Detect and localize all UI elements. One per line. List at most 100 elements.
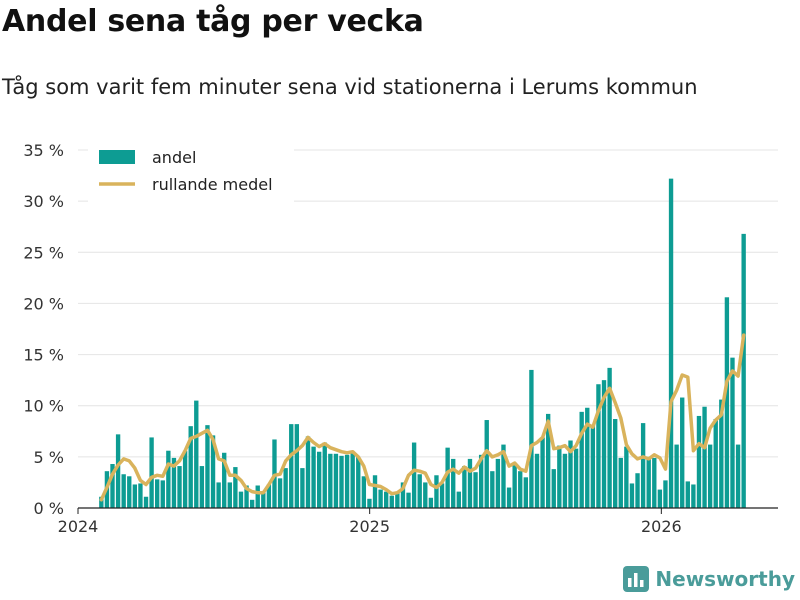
- page-subtitle: Tåg som varit fem minuter sena vid stati…: [2, 75, 698, 99]
- bar-andel: [199, 466, 205, 508]
- legend: andel rullande medel: [88, 140, 294, 204]
- bar-andel: [439, 483, 445, 508]
- bar-andel: [367, 498, 372, 508]
- bar-andel: [115, 434, 121, 508]
- bar-andel: [428, 497, 434, 508]
- y-tick-label: 20 %: [23, 294, 64, 313]
- bar-andel: [182, 450, 188, 508]
- bar-andel: [680, 397, 685, 508]
- bar-andel: [490, 471, 495, 508]
- bar-andel: [316, 451, 322, 508]
- bar-andel: [155, 479, 160, 508]
- bar-andel: [166, 450, 171, 508]
- bar-andel: [613, 419, 618, 508]
- bar-andel: [356, 456, 361, 508]
- bar-andel: [305, 436, 311, 508]
- bar-andel: [434, 475, 439, 508]
- bar-andel: [255, 485, 260, 508]
- bar-andel: [99, 496, 104, 508]
- bar-andel: [283, 468, 288, 508]
- x-tick-label: 2026: [641, 517, 682, 536]
- bar-andel: [238, 491, 244, 508]
- bar-andel: [568, 440, 573, 508]
- bar-andel: [233, 467, 238, 508]
- bar-andel: [663, 480, 668, 508]
- line-series-rullande-medel: [99, 333, 746, 502]
- bar-andel: [585, 407, 590, 508]
- bar-andel: [121, 474, 126, 508]
- bar-andel: [423, 482, 428, 508]
- bar-andel: [216, 482, 221, 508]
- bar-andel: [417, 474, 422, 508]
- bar-andel: [484, 420, 489, 508]
- bar-andel: [289, 424, 294, 508]
- line-rullande-medel: [99, 333, 746, 502]
- bar-andel: [406, 492, 411, 508]
- bar-andel: [640, 423, 646, 508]
- bar-andel: [579, 411, 584, 508]
- x-tick-label: 2025: [349, 517, 390, 536]
- bar-andel: [339, 455, 344, 508]
- bar-andel: [696, 415, 702, 508]
- bar-andel: [445, 447, 450, 508]
- bar-andel: [624, 446, 629, 508]
- bar-andel: [652, 457, 657, 508]
- bar-andel: [194, 400, 199, 508]
- bar-andel: [691, 484, 696, 508]
- bar-andel: [138, 483, 143, 508]
- legend-label-rullande-medel: rullande medel: [152, 175, 273, 194]
- bar-andel: [400, 482, 406, 508]
- bar-andel: [378, 489, 383, 508]
- brand-name: Newsworthy: [655, 567, 795, 591]
- bar-andel: [668, 178, 674, 508]
- bar-andel: [127, 476, 132, 508]
- bar-andel: [328, 453, 333, 508]
- bar-andel: [171, 457, 177, 508]
- bar-andel: [590, 425, 596, 508]
- bar-chart-logo-icon: [623, 566, 650, 592]
- bar-andel: [462, 466, 467, 508]
- bar-andel: [707, 444, 713, 508]
- y-axis-ticks: 0 % 5 % 10 % 15 % 20 % 25 % 30 % 35 %: [23, 141, 64, 518]
- legend-swatch-andel: [99, 150, 135, 164]
- bar-andel: [518, 471, 523, 508]
- newsworthy-brand: Newsworthy: [623, 566, 795, 592]
- bar-andel: [473, 472, 478, 508]
- bar-andel: [227, 482, 232, 508]
- bar-andel: [674, 444, 679, 508]
- bar-andel: [294, 424, 300, 508]
- bar-andel: [188, 426, 193, 508]
- bar-andel: [735, 444, 741, 508]
- bar-andel: [384, 491, 389, 508]
- bar-andel: [266, 484, 272, 508]
- x-tick-label: 2024: [58, 517, 99, 536]
- bar-andel: [344, 454, 350, 508]
- bar-andel: [741, 233, 746, 509]
- legend-label-andel: andel: [152, 148, 196, 167]
- bar-andel: [361, 476, 367, 508]
- bar-andel: [635, 473, 640, 508]
- bar-andel: [350, 451, 355, 508]
- bar-andel: [545, 413, 551, 508]
- bar-andel: [456, 491, 461, 508]
- bar-andel: [724, 297, 730, 508]
- bar-andel: [467, 458, 473, 508]
- bar-andel: [261, 491, 266, 508]
- bar-andel: [702, 406, 707, 508]
- bar-andel: [730, 357, 735, 508]
- bar-andel: [478, 454, 484, 508]
- bar-andel: [601, 380, 607, 508]
- bar-andel: [512, 464, 517, 508]
- bar-andel: [110, 464, 115, 508]
- bar-andel: [277, 478, 283, 508]
- bar-andel: [573, 448, 579, 508]
- bar-andel: [685, 481, 690, 508]
- bar-andel: [551, 469, 556, 508]
- bar-andel: [300, 468, 305, 508]
- bar-andel: [143, 496, 149, 508]
- bar-andel: [529, 369, 534, 508]
- bar-andel: [495, 458, 501, 508]
- bar-andel: [322, 442, 327, 508]
- bar-andel: [411, 442, 417, 508]
